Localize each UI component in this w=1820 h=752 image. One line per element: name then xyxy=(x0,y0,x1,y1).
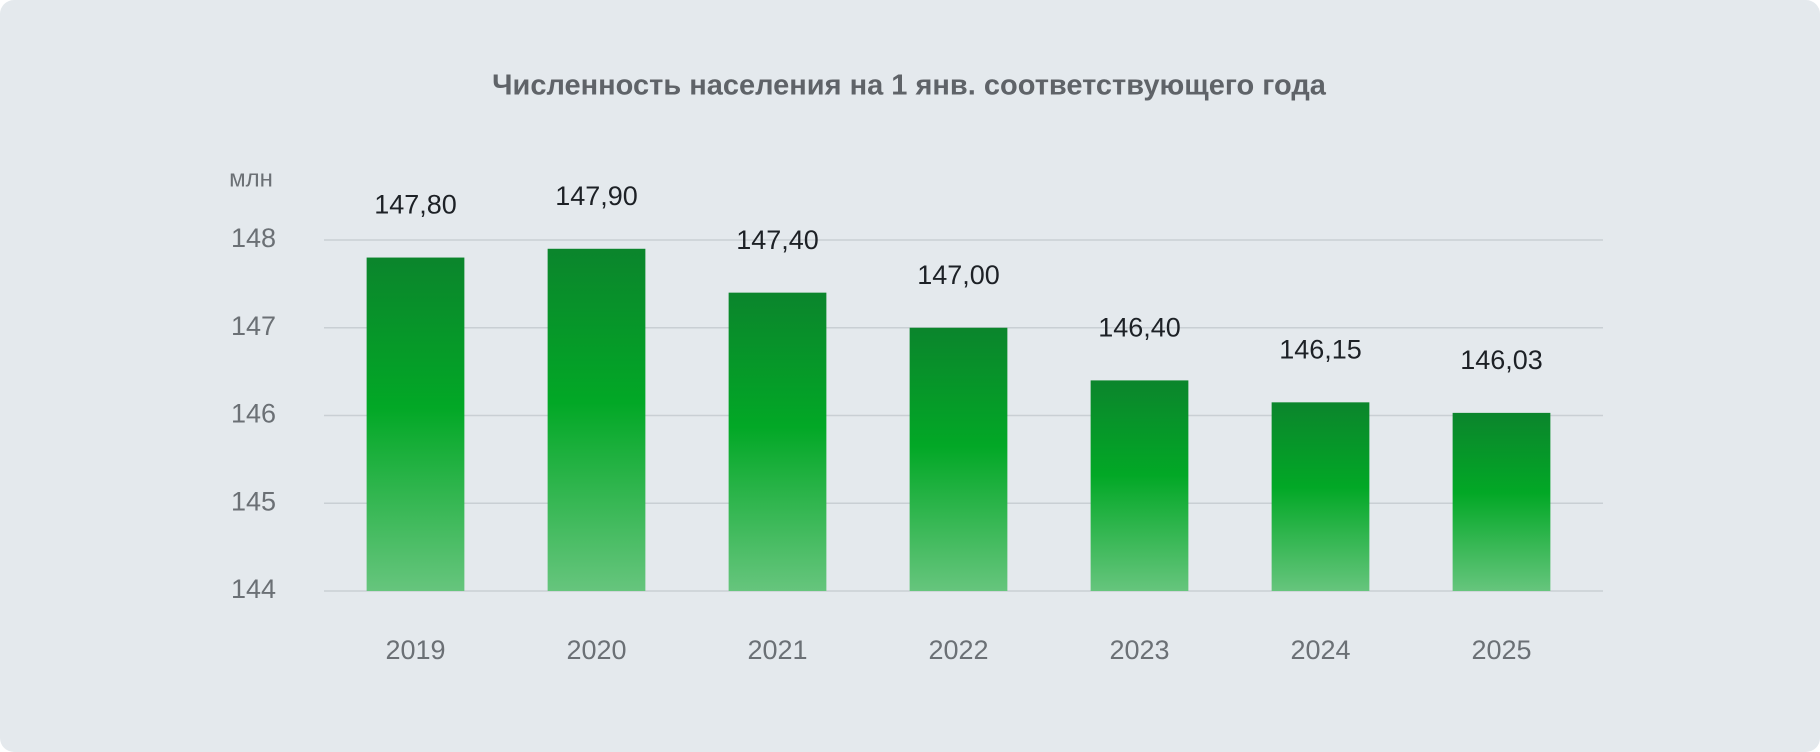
bar xyxy=(1271,402,1370,591)
x-tick-label: 2020 xyxy=(566,635,626,665)
value-label: 147,00 xyxy=(917,260,1000,290)
x-tick-label: 2024 xyxy=(1290,635,1350,665)
value-label: 147,80 xyxy=(374,190,457,220)
bar xyxy=(728,292,827,591)
bar xyxy=(909,327,1008,591)
value-label: 147,40 xyxy=(736,225,819,255)
value-label: 146,15 xyxy=(1279,334,1362,364)
value-label: 146,40 xyxy=(1098,313,1181,343)
x-tick-label: 2023 xyxy=(1109,635,1169,665)
y-tick-label: 146 xyxy=(231,399,276,429)
bar xyxy=(366,257,465,591)
y-tick-label: 147 xyxy=(231,311,276,341)
x-tick-label: 2025 xyxy=(1471,635,1531,665)
y-tick-label: 144 xyxy=(231,574,276,604)
value-label: 146,03 xyxy=(1460,345,1543,375)
bar xyxy=(547,248,646,591)
bar xyxy=(1452,412,1551,591)
x-tick-label: 2022 xyxy=(928,635,988,665)
y-tick-label: 148 xyxy=(231,223,276,253)
y-axis-unit: млн xyxy=(229,165,273,192)
y-tick-label: 145 xyxy=(231,486,276,516)
x-tick-label: 2019 xyxy=(385,635,445,665)
x-tick-label: 2021 xyxy=(747,635,807,665)
value-label: 147,90 xyxy=(555,181,638,211)
bar xyxy=(1090,380,1189,591)
chart-title: Численность населения на 1 янв. соответс… xyxy=(492,70,1327,102)
